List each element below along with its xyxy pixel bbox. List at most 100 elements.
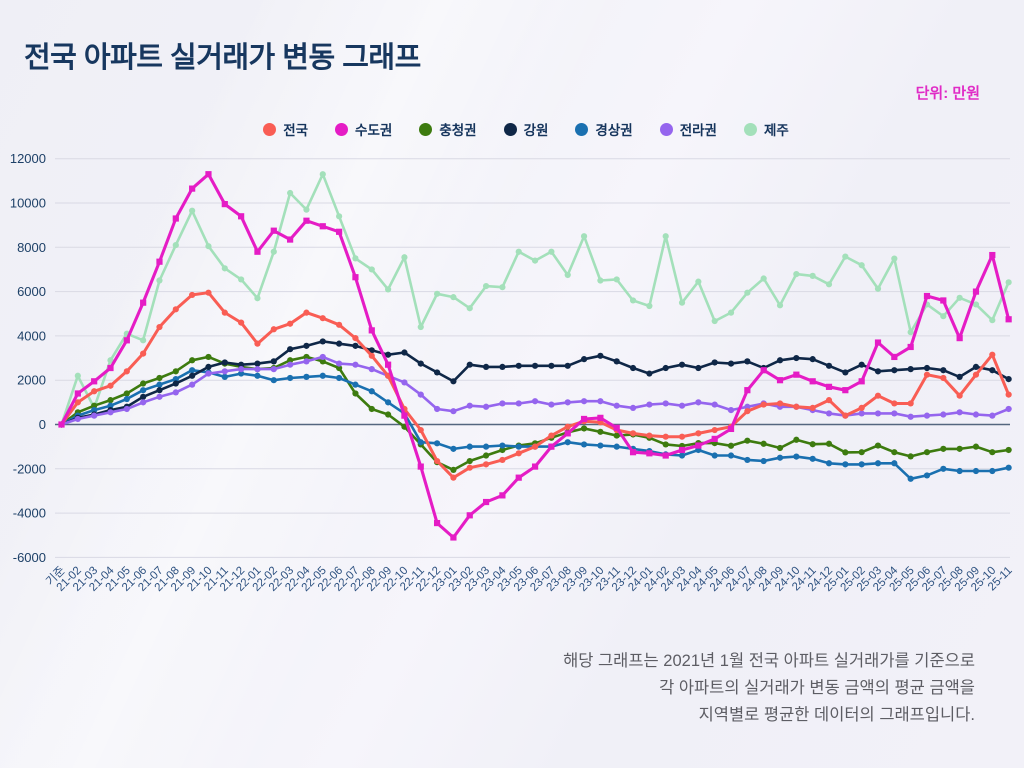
series-line-제주 — [60, 172, 1010, 426]
series-marker-충청권 — [727, 442, 735, 449]
series-marker-전라권 — [205, 370, 212, 377]
series-marker-충청권 — [874, 442, 882, 449]
legend-dot-icon — [335, 122, 349, 136]
series-marker-강원 — [695, 364, 702, 372]
series-marker-수도권 — [482, 498, 490, 506]
series-marker-충청권 — [793, 436, 800, 443]
series-marker-강원 — [417, 360, 424, 367]
series-marker-경상권 — [482, 443, 490, 450]
series-marker-제주 — [760, 275, 767, 282]
y-tick-label: -2000 — [13, 461, 46, 476]
legend-label: 충청권 — [439, 123, 477, 138]
series-marker-전국 — [352, 335, 359, 342]
series-marker-경상권 — [319, 372, 326, 379]
series-marker-경상권 — [352, 381, 359, 388]
series-marker-전국 — [140, 350, 147, 357]
series-marker-경상권 — [891, 460, 898, 467]
series-marker-수도권 — [972, 288, 980, 295]
series-marker-전국 — [91, 388, 98, 395]
series-marker-전국 — [662, 433, 669, 440]
y-tick-label: 10000 — [10, 196, 46, 211]
legend-label: 전국 — [283, 123, 309, 138]
series-marker-수도권 — [156, 258, 163, 265]
series-marker-수도권 — [433, 519, 441, 527]
series-marker-전라권 — [303, 358, 310, 365]
series-marker-충청권 — [580, 425, 588, 432]
series-marker-강원 — [597, 352, 604, 359]
series-marker-전국 — [482, 461, 490, 468]
series-marker-전국 — [205, 289, 212, 296]
series-marker-경상권 — [923, 472, 931, 479]
series-marker-경상권 — [433, 440, 441, 447]
series-marker-수도권 — [989, 251, 996, 259]
series-marker-경상권 — [140, 387, 147, 394]
series-marker-전라권 — [515, 400, 522, 407]
series-marker-제주 — [972, 301, 980, 308]
series-marker-수도권 — [891, 353, 898, 361]
series-marker-수도권 — [58, 421, 65, 428]
series-marker-경상권 — [303, 373, 310, 380]
series-marker-전라권 — [482, 403, 490, 410]
series-marker-전국 — [303, 309, 310, 316]
series-marker-수도권 — [613, 424, 620, 431]
series-marker-강원 — [793, 354, 800, 362]
series-marker-전국 — [972, 371, 980, 378]
series-marker-전라권 — [156, 393, 163, 400]
series-marker-제주 — [140, 337, 147, 344]
series-marker-수도권 — [580, 415, 588, 423]
y-tick-label: 2000 — [17, 373, 46, 388]
series-marker-제주 — [629, 297, 637, 304]
series-marker-수도권 — [303, 217, 310, 224]
series-marker-충청권 — [287, 357, 294, 364]
legend-item-경상권: 경상권 — [575, 119, 633, 139]
series-marker-전국 — [1005, 391, 1012, 398]
series-marker-충청권 — [989, 449, 996, 456]
series-marker-전라권 — [107, 409, 114, 416]
series-marker-강원 — [842, 369, 849, 376]
series-marker-경상권 — [793, 453, 800, 460]
series-marker-경상권 — [515, 443, 522, 450]
series-marker-강원 — [172, 380, 179, 387]
series-marker-강원 — [629, 364, 637, 372]
series-marker-수도권 — [776, 377, 784, 384]
series-marker-전라권 — [858, 410, 865, 417]
legend-dot-icon — [575, 122, 589, 136]
legend-item-제주: 제주 — [743, 119, 789, 139]
series-marker-경상권 — [238, 370, 245, 377]
legend-label: 경상권 — [595, 123, 633, 138]
series-marker-강원 — [564, 362, 571, 369]
series-marker-전라권 — [564, 399, 571, 406]
series-marker-전국 — [123, 368, 130, 375]
series-marker-수도권 — [727, 425, 735, 433]
series-marker-수도권 — [499, 492, 506, 499]
series-marker-전라권 — [629, 404, 637, 411]
series-marker-전국 — [156, 323, 163, 331]
series-marker-수도권 — [531, 463, 539, 470]
series-marker-수도권 — [385, 361, 392, 368]
series-marker-충청권 — [140, 380, 147, 387]
series-marker-강원 — [776, 357, 784, 364]
series-marker-전국 — [368, 352, 375, 359]
series-line-수도권 — [59, 172, 1011, 540]
series-marker-강원 — [140, 393, 147, 400]
series-marker-전국 — [874, 392, 882, 399]
series-marker-제주 — [385, 286, 392, 293]
series-marker-제주 — [156, 277, 163, 284]
series-marker-전라권 — [956, 409, 963, 416]
series-marker-충청권 — [940, 445, 947, 452]
series-marker-강원 — [287, 346, 294, 353]
series-marker-강원 — [646, 370, 653, 377]
series-marker-수도권 — [662, 452, 669, 459]
series-marker-전라권 — [891, 410, 898, 417]
series-marker-제주 — [695, 278, 702, 285]
series-marker-충청권 — [613, 432, 620, 439]
series-line-강원 — [60, 340, 1010, 426]
series-marker-수도권 — [842, 387, 849, 394]
series-marker-제주 — [401, 254, 408, 261]
series-marker-제주 — [1005, 279, 1012, 286]
series-marker-수도권 — [597, 414, 604, 421]
series-marker-전라권 — [580, 398, 588, 405]
series-marker-전국 — [760, 401, 767, 408]
series-marker-강원 — [548, 362, 555, 369]
series-marker-수도권 — [940, 297, 947, 304]
